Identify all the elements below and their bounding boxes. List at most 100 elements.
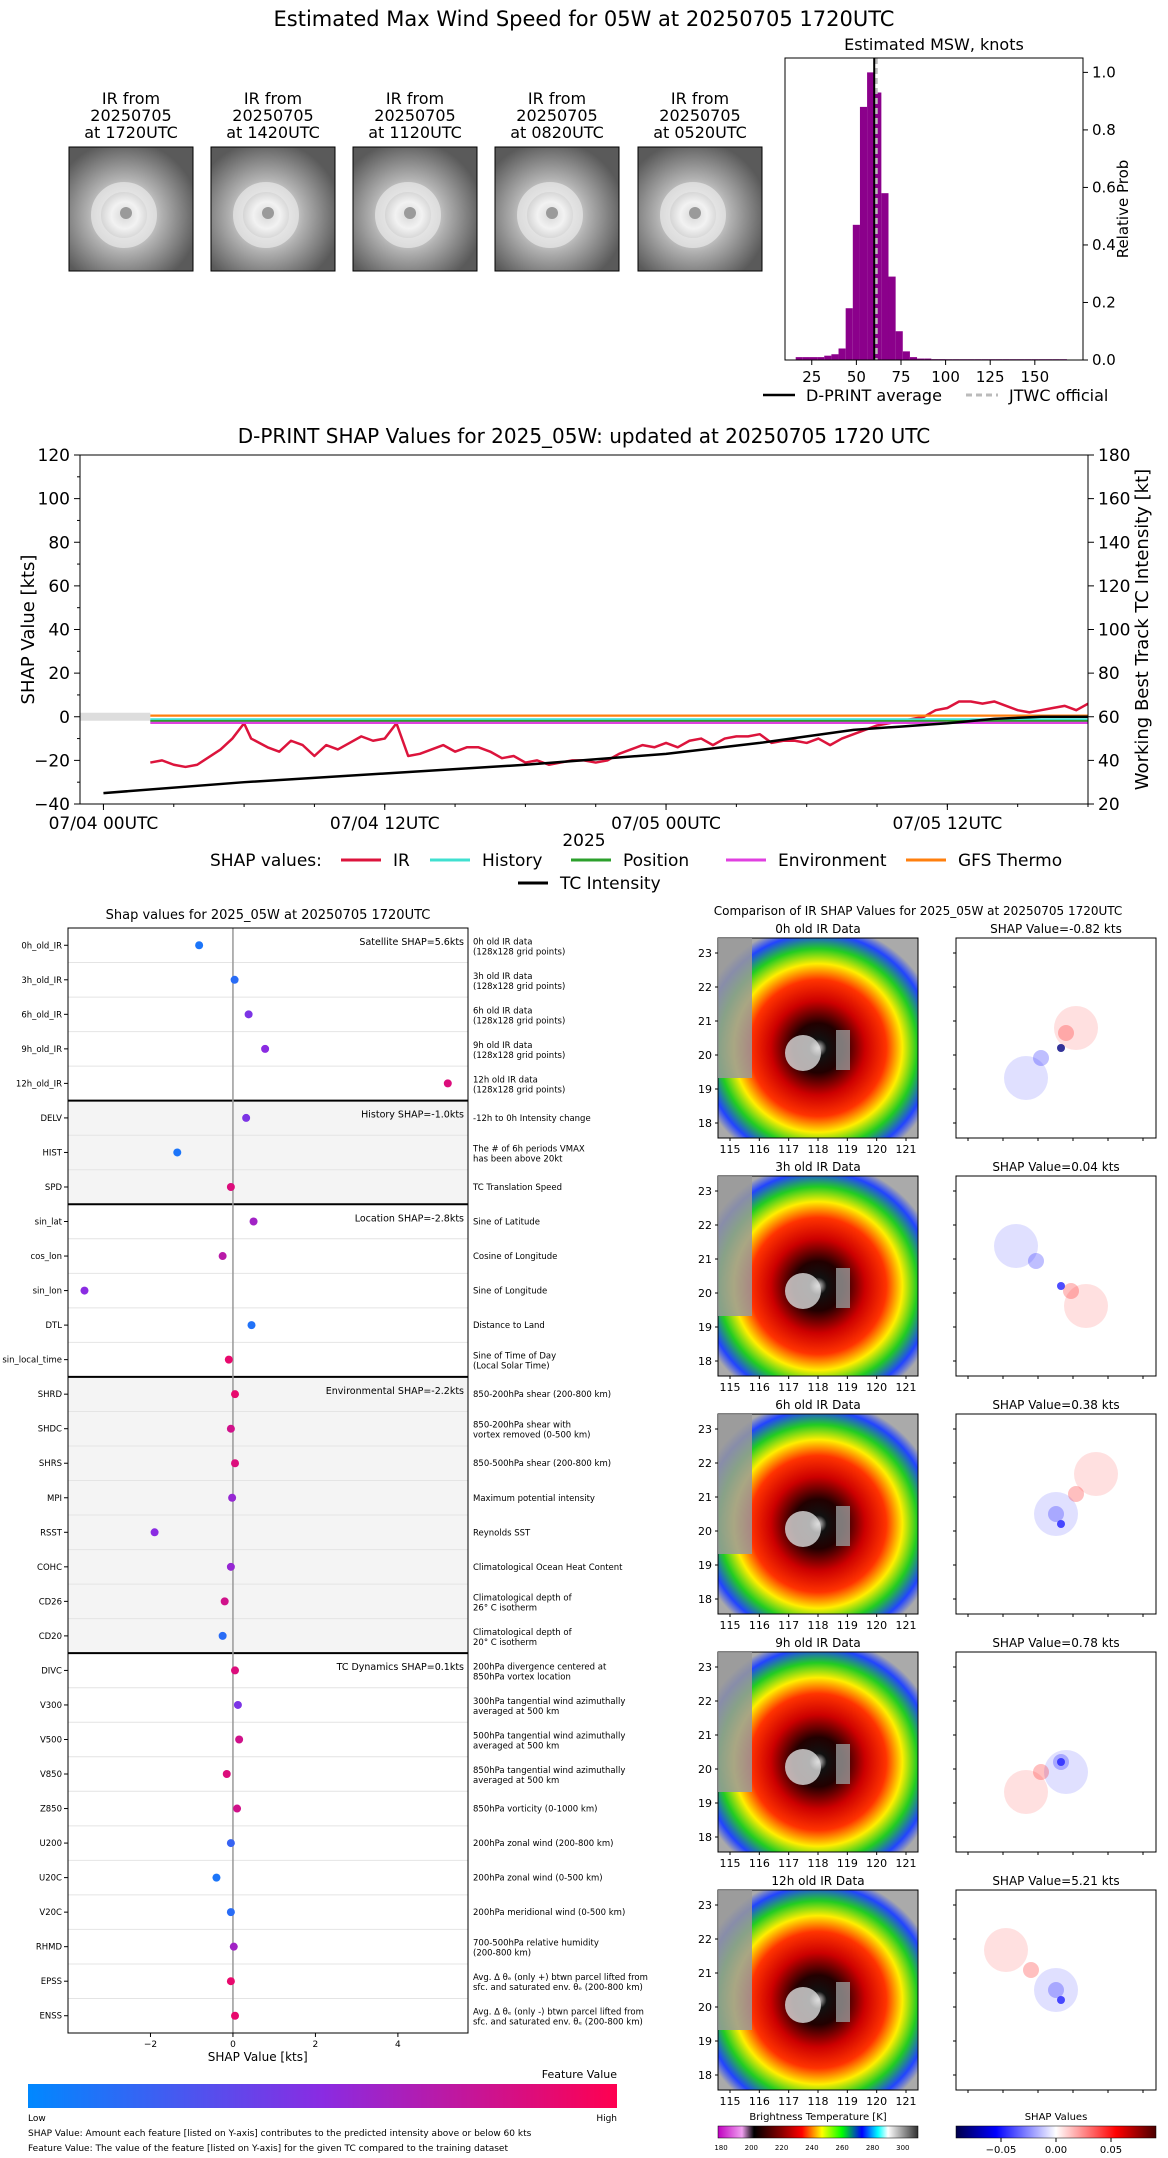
storm-core: [785, 1749, 821, 1785]
lat-tick-label: 22: [698, 1219, 712, 1232]
shap-colorbar-tick: 0.05: [1100, 2145, 1122, 2156]
legend-ir-label: IR: [393, 851, 410, 871]
feature-name: COHC: [37, 1563, 62, 1573]
thumb-label-line1: IR from: [528, 89, 586, 108]
bt-colorbar-tick: 220: [775, 2144, 788, 2152]
lat-tick-label: 20: [698, 2001, 712, 2014]
shap-point: [261, 1044, 270, 1053]
x-tick-label: 07/04 12UTC: [330, 814, 440, 834]
lon-tick-label: 115: [720, 1381, 741, 1394]
series-tc-line: [103, 715, 1088, 795]
feature-name: SPD: [45, 1183, 63, 1193]
shap-point: [226, 1908, 235, 1917]
feature-name: ENSS: [39, 2012, 62, 2022]
feature-name: sin_lon: [33, 1287, 62, 1297]
x-tick-label: −2: [144, 2040, 157, 2050]
feature-description: (128x128 grid points): [473, 947, 565, 957]
y-tick-label: 100: [38, 490, 70, 510]
y-tick-label: 0.8: [1092, 121, 1116, 139]
land-mask: [718, 938, 752, 1078]
lon-tick-label: 116: [749, 1857, 770, 1870]
lon-tick-label: 117: [778, 1619, 799, 1632]
land-mask: [718, 1414, 752, 1554]
shap-panel-title: SHAP Value=-0.82 kts: [990, 922, 1122, 936]
feature-description: The # of 6h periods VMAX: [472, 1144, 585, 1154]
lon-tick-label: 121: [896, 1381, 917, 1394]
histogram-bar: [867, 72, 875, 360]
feature-description: sfc. and saturated env. θₑ (200-800 km): [473, 1983, 643, 1993]
lat-tick-label: 18: [698, 1593, 712, 1606]
y2-tick-label: 180: [1098, 446, 1130, 466]
legend-history-label: History: [482, 851, 542, 871]
feature-name: CD20: [39, 1632, 62, 1642]
lon-tick-label: 115: [720, 1143, 741, 1156]
feature-description: 850-200hPa shear (200-800 km): [473, 1390, 611, 1400]
feature-description: has been above 20kt: [473, 1154, 563, 1164]
feature-description: averaged at 500 km: [473, 1741, 559, 1751]
feature-name: U200: [40, 1839, 62, 1849]
land-mask-island: [836, 1982, 850, 2022]
scatter-title: Shap values for 2025_05W at 20250705 172…: [106, 908, 431, 923]
y2-axis-label: Working Best Track TC Intensity [kt]: [1132, 469, 1153, 790]
lon-tick-label: 115: [720, 1857, 741, 1870]
x-axis-label: SHAP Value [kts]: [208, 2050, 308, 2064]
land-mask: [718, 1176, 752, 1316]
shap-panel-title: SHAP Value=0.04 kts: [992, 1160, 1119, 1174]
lon-tick-label: 121: [896, 2095, 917, 2108]
feature-description: Avg. Δ θₑ (only +) btwn parcel lifted fr…: [473, 1973, 648, 1983]
feature-name: U20C: [39, 1874, 62, 1884]
lat-tick-label: 23: [698, 1185, 712, 1198]
shap-point: [226, 1977, 235, 1986]
legend-prefix: SHAP values:: [210, 851, 322, 871]
y-tick-label: 0.6: [1092, 178, 1116, 196]
lon-tick-label: 118: [808, 2095, 829, 2108]
histogram-bar: [924, 358, 932, 360]
shap-point: [231, 1666, 240, 1675]
y2-tick-label: 80: [1098, 664, 1120, 684]
shap-point: [229, 1942, 238, 1951]
feature-description: Climatological depth of: [473, 1593, 573, 1603]
histogram-bar: [895, 331, 903, 360]
feature-description: 850hPa vortex location: [473, 1672, 571, 1682]
bt-colorbar-tick: 240: [805, 2144, 818, 2152]
feature-description: 500hPa tangential wind azimuthally: [473, 1731, 625, 1741]
lon-tick-label: 118: [808, 1381, 829, 1394]
lat-tick-label: 21: [698, 1491, 712, 1504]
lon-tick-label: 116: [749, 1381, 770, 1394]
shap-point: [247, 1321, 256, 1330]
feature-description: 200hPa zonal wind (0-500 km): [473, 1874, 603, 1884]
y-tick-label: −40: [34, 795, 70, 815]
histogram-bar: [888, 276, 896, 360]
shap-blob: [984, 1928, 1028, 1972]
shap-point: [235, 1735, 244, 1744]
thumb-label-line3: at 0820UTC: [510, 123, 604, 142]
feature-description: 200hPa meridional wind (0-500 km): [473, 1908, 625, 1918]
shap-panel-image: [955, 1175, 1157, 1377]
feature-description: 6h old IR data: [473, 1006, 532, 1016]
group-label: TC Dynamics SHAP=0.1kts: [336, 1662, 464, 1673]
shap-blob-core: [1063, 1283, 1079, 1299]
lat-tick-label: 20: [698, 1763, 712, 1776]
brightness-temperature-colorbar: [717, 2125, 919, 2139]
y2-tick-label: 60: [1098, 708, 1120, 728]
x-tick-label: 75: [891, 368, 910, 386]
x-tick-label: 07/04 00UTC: [49, 814, 159, 834]
lat-tick-label: 18: [698, 2069, 712, 2082]
lat-tick-label: 22: [698, 981, 712, 994]
feature-description: 3h old IR data: [473, 972, 532, 982]
x-axis-label: 2025: [562, 831, 605, 851]
shap-point: [226, 1424, 235, 1433]
legend-dprint-label: D-PRINT average: [806, 386, 942, 405]
cloud-band: [233, 182, 299, 248]
lat-tick-label: 21: [698, 1729, 712, 1742]
shap-blob-core: [1058, 1025, 1074, 1041]
y-tick-label: 20: [48, 664, 70, 684]
y2-tick-label: 160: [1098, 490, 1130, 510]
shap-point: [218, 1252, 227, 1261]
lat-tick-label: 18: [698, 1117, 712, 1130]
histogram-bar: [852, 224, 860, 360]
feature-description: Distance to Land: [473, 1321, 545, 1331]
shap-blob: [1034, 1492, 1078, 1536]
thumb-label-line2: 20250705: [374, 106, 455, 125]
